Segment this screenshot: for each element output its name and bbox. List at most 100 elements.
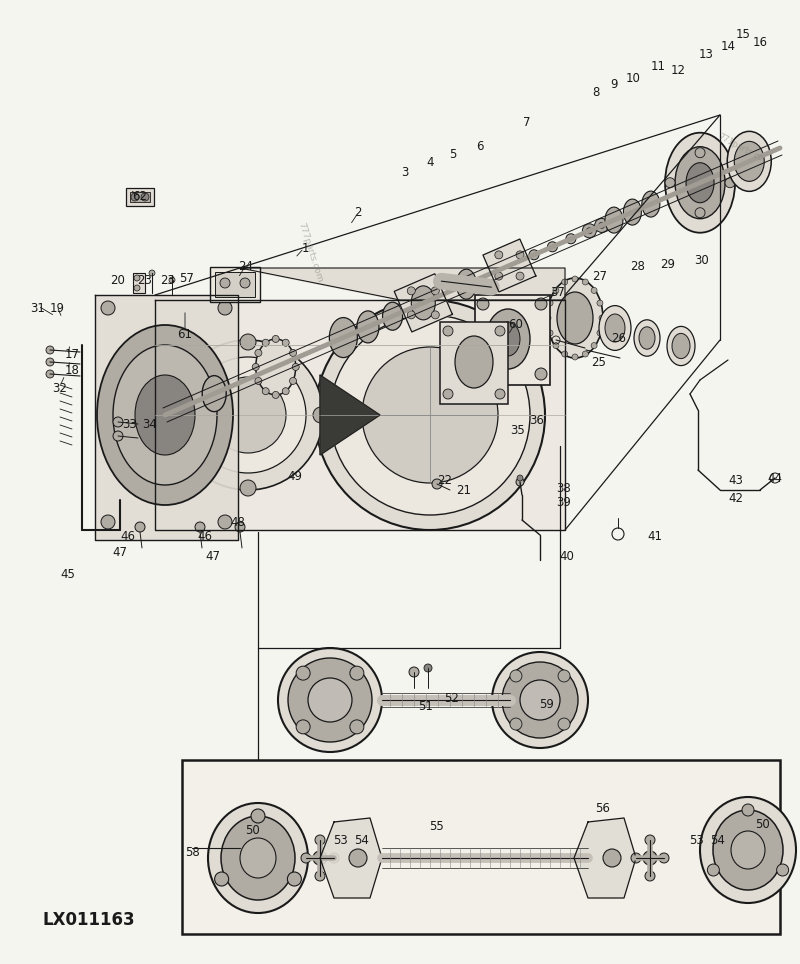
Ellipse shape: [665, 133, 735, 232]
Text: 14: 14: [721, 40, 735, 53]
Text: 23: 23: [161, 274, 175, 286]
Ellipse shape: [308, 678, 352, 722]
Text: 26: 26: [611, 332, 626, 344]
Text: 8: 8: [592, 87, 600, 99]
Circle shape: [495, 326, 505, 336]
Circle shape: [350, 666, 364, 681]
Text: 777parts.com: 777parts.com: [296, 221, 324, 283]
Text: 13: 13: [698, 48, 714, 62]
Text: 47: 47: [206, 549, 221, 563]
Ellipse shape: [605, 207, 623, 233]
Circle shape: [591, 342, 597, 349]
Text: 12: 12: [670, 64, 686, 76]
Text: 5: 5: [450, 148, 457, 162]
Text: 23: 23: [138, 274, 153, 286]
Text: 17: 17: [65, 349, 79, 362]
Bar: [215, 272, 255, 297]
Bar: [210, 267, 260, 302]
Circle shape: [131, 193, 139, 201]
Text: 34: 34: [142, 418, 158, 432]
Circle shape: [220, 278, 230, 288]
Ellipse shape: [666, 180, 685, 206]
Circle shape: [313, 407, 329, 423]
Bar: [130, 192, 150, 202]
Circle shape: [572, 354, 578, 360]
Circle shape: [510, 670, 522, 682]
Text: 52: 52: [445, 691, 459, 705]
Ellipse shape: [315, 300, 545, 530]
Circle shape: [113, 431, 123, 441]
Text: 20: 20: [110, 274, 126, 286]
Circle shape: [251, 809, 265, 823]
Text: 54: 54: [354, 834, 370, 846]
Text: 28: 28: [630, 260, 646, 274]
Ellipse shape: [208, 803, 308, 913]
Circle shape: [218, 515, 232, 529]
Polygon shape: [483, 239, 536, 292]
Ellipse shape: [288, 658, 372, 742]
Ellipse shape: [700, 797, 796, 903]
Text: 7: 7: [523, 116, 530, 128]
Text: 30: 30: [694, 254, 710, 266]
Ellipse shape: [135, 375, 195, 455]
Circle shape: [218, 301, 232, 315]
Text: 38: 38: [557, 481, 571, 495]
Circle shape: [695, 147, 705, 158]
Text: 48: 48: [230, 516, 246, 528]
Text: 15: 15: [735, 28, 750, 40]
Ellipse shape: [455, 336, 493, 388]
Circle shape: [349, 849, 367, 867]
Circle shape: [431, 310, 439, 319]
Ellipse shape: [557, 292, 593, 344]
Ellipse shape: [256, 339, 296, 395]
Ellipse shape: [382, 302, 402, 331]
Ellipse shape: [675, 147, 725, 219]
Circle shape: [443, 389, 453, 399]
Polygon shape: [394, 274, 452, 332]
Ellipse shape: [330, 317, 358, 358]
Circle shape: [495, 389, 505, 399]
Circle shape: [262, 388, 270, 394]
Circle shape: [535, 298, 547, 310]
Circle shape: [477, 368, 489, 380]
Polygon shape: [155, 300, 565, 530]
Circle shape: [510, 718, 522, 730]
Circle shape: [562, 279, 568, 285]
Ellipse shape: [97, 325, 233, 505]
Circle shape: [645, 871, 655, 881]
Circle shape: [313, 851, 327, 865]
Text: 43: 43: [729, 474, 743, 488]
Circle shape: [301, 853, 311, 863]
Ellipse shape: [639, 327, 655, 349]
Circle shape: [777, 864, 789, 876]
Circle shape: [134, 275, 140, 281]
Circle shape: [101, 301, 115, 315]
Circle shape: [407, 310, 415, 319]
Circle shape: [329, 853, 339, 863]
Text: 36: 36: [530, 414, 545, 426]
Circle shape: [407, 287, 415, 295]
Circle shape: [113, 417, 123, 427]
Text: 50: 50: [246, 824, 260, 838]
Text: 50: 50: [754, 817, 770, 831]
Ellipse shape: [642, 191, 660, 217]
Circle shape: [431, 287, 439, 295]
Bar: [126, 188, 154, 206]
Circle shape: [46, 358, 54, 366]
Text: 59: 59: [539, 699, 554, 711]
Text: 58: 58: [185, 845, 199, 859]
Circle shape: [494, 251, 502, 259]
Ellipse shape: [278, 648, 382, 752]
Circle shape: [645, 835, 655, 845]
Circle shape: [494, 272, 502, 281]
Circle shape: [135, 522, 145, 532]
Circle shape: [282, 339, 290, 346]
Text: 11: 11: [650, 60, 666, 72]
Circle shape: [134, 285, 140, 291]
Text: 27: 27: [593, 270, 607, 282]
Polygon shape: [240, 268, 565, 300]
Text: 29: 29: [661, 257, 675, 271]
Text: 3: 3: [402, 166, 409, 178]
Circle shape: [547, 242, 558, 252]
Circle shape: [240, 334, 256, 350]
